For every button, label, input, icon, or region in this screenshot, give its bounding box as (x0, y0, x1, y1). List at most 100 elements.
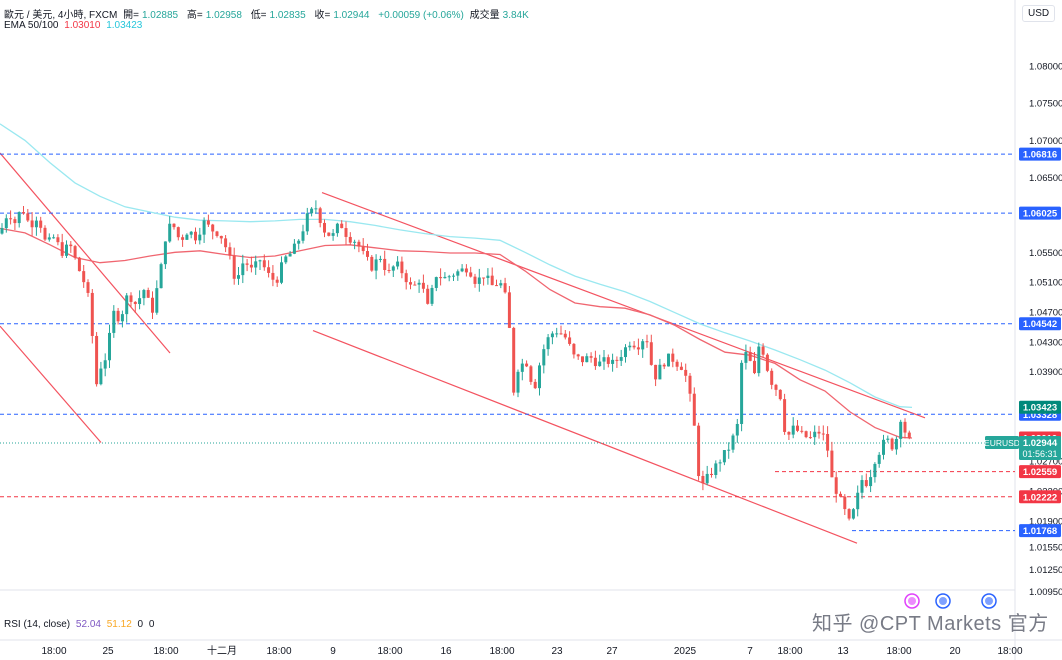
candle-body (516, 371, 520, 393)
rsi-legend[interactable]: RSI (14, close) 52.04 51.12 0 0 (4, 619, 157, 630)
candle-body (228, 247, 232, 256)
horizontal-levels[interactable] (0, 153, 1015, 532)
candle-body (581, 356, 584, 363)
event-flag-dot (985, 597, 993, 605)
candle-body (701, 476, 705, 484)
y-tick-label: 1.05100 (1029, 278, 1062, 289)
candle-body (692, 393, 696, 426)
candle-body (791, 425, 795, 435)
candle-body (215, 231, 219, 236)
candle-body (602, 357, 606, 362)
candle-body (146, 290, 150, 298)
level-price-label: 1.02559 (1023, 467, 1057, 478)
candle-body (490, 275, 494, 286)
candle-body (232, 255, 236, 279)
candle-body (125, 295, 129, 315)
ema100-line (0, 123, 913, 409)
rsi-value-1: 52.04 (75, 619, 101, 630)
candle-body (503, 283, 507, 293)
trend-line (0, 152, 171, 354)
candle-body (843, 496, 847, 510)
candle-body (899, 421, 903, 439)
candle-body (361, 246, 365, 252)
change-value: +0.00059 (+0.06%) (378, 10, 464, 21)
candle-body (482, 277, 486, 279)
candle-body (611, 359, 615, 364)
x-tick-label: 十二月 (207, 644, 237, 657)
y-tick-label: 1.01900 (1029, 516, 1062, 527)
candle-body (421, 282, 425, 289)
candle-body (280, 262, 283, 283)
candle-body (649, 342, 653, 365)
candle-body (224, 238, 228, 248)
candle-body (765, 354, 769, 371)
y-tick-label: 1.06500 (1029, 173, 1062, 184)
candle-body (847, 509, 851, 519)
ema50-value: 1.03010 (64, 20, 101, 31)
candle-body (271, 272, 275, 280)
candle-body (572, 343, 576, 355)
candle-body (512, 327, 516, 393)
candle-body (804, 431, 808, 438)
candle-body (817, 431, 821, 434)
x-tick-label: 18:00 (41, 646, 66, 657)
candle-body (409, 282, 412, 285)
candle-body (679, 366, 683, 370)
symbol-title[interactable]: 歐元 / 美元, 4小時, FXCM (4, 10, 118, 21)
time-axis[interactable]: 18:00 25 18:00 十二月 18:00 9 18:00 16 18:00 23 27 202… (41, 644, 1022, 657)
candle-body (267, 267, 271, 273)
candle-body (477, 277, 481, 284)
candle-body (26, 213, 30, 221)
candle-body (237, 275, 240, 279)
candle-body (176, 227, 180, 238)
level-price-tag (1019, 490, 1061, 504)
last-price-tag (1019, 435, 1061, 460)
candle-body (460, 268, 464, 272)
trend-lines[interactable] (0, 152, 926, 544)
y-tick-label: 1.05500 (1029, 248, 1062, 259)
x-tick-label: 18:00 (489, 646, 514, 657)
price-axis[interactable]: 1.08000 1.07500 1.07000 1.06500 1.05500 1.051… (984, 61, 1062, 598)
candle-body (697, 425, 701, 477)
y-tick-label: 1.02700 (1029, 457, 1062, 468)
candle-body (13, 219, 17, 224)
ema-legend[interactable]: EMA 50/100 1.03010 1.03423 (4, 20, 145, 31)
candle-body (353, 241, 357, 243)
candle-body (830, 450, 834, 478)
candle-body (310, 208, 314, 214)
candle-body (662, 364, 666, 367)
y-tick-label: 1.01550 (1029, 542, 1062, 553)
candle-body (615, 359, 619, 361)
candle-body (714, 463, 718, 476)
countdown-label: 01:56:31 (1022, 449, 1057, 459)
candle-body (851, 509, 855, 519)
symbol-tag (985, 435, 1019, 449)
x-tick-label: 7 (747, 646, 753, 657)
candle-body (348, 236, 352, 243)
candlestick-series (0, 200, 911, 521)
level-price-label: 1.06816 (1023, 150, 1057, 161)
y-tick-label: 1.01250 (1029, 565, 1062, 576)
x-tick-label: 18:00 (886, 646, 911, 657)
x-tick-label: 23 (551, 646, 563, 657)
currency-button[interactable]: USD (1022, 5, 1056, 22)
candle-body (297, 240, 301, 244)
candle-body (568, 337, 572, 344)
ohlc-legend: 歐元 / 美元, 4小時, FXCM 開= 1.02885 高= 1.02958 低… (4, 6, 535, 21)
candle-body (903, 421, 907, 433)
candle-body (576, 354, 580, 357)
x-tick-label: 18:00 (997, 646, 1022, 657)
candle-body (198, 234, 202, 241)
y-tick-label: 1.04700 (1029, 307, 1062, 318)
candle-body (563, 333, 567, 338)
candle-body (60, 242, 64, 256)
rsi-value-4: 0 (148, 619, 155, 630)
candle-body (151, 297, 154, 313)
candle-body (778, 389, 782, 400)
candle-body (39, 220, 43, 228)
y-tick-label: 1.04300 (1029, 337, 1062, 348)
candle-body (434, 277, 438, 288)
candle-body (430, 287, 434, 304)
candle-body (133, 301, 137, 305)
